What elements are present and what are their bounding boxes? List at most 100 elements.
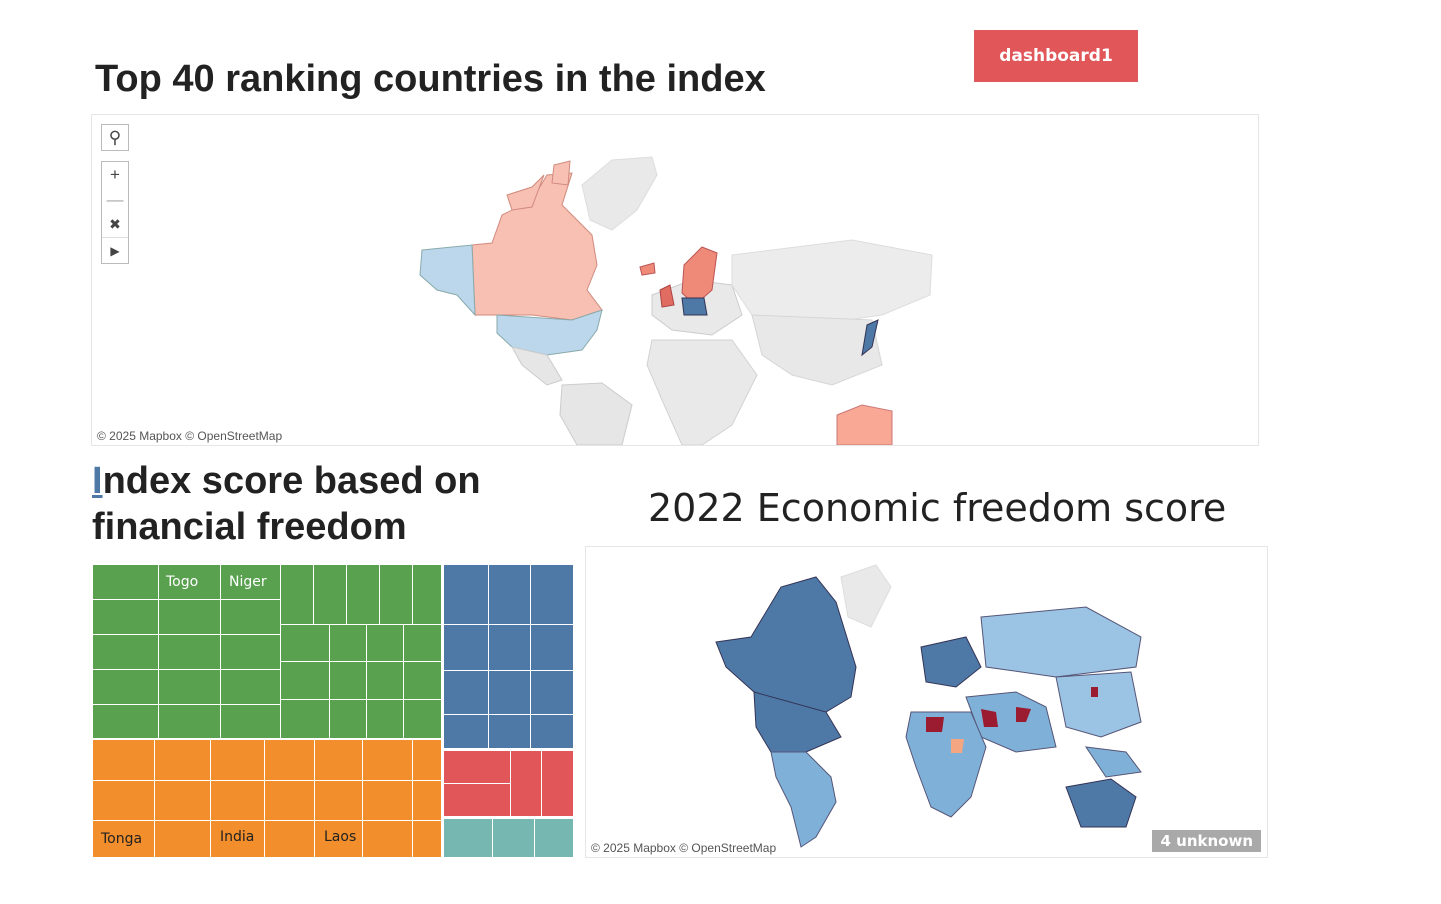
treemap-cell[interactable] xyxy=(363,821,413,858)
world-map-bottom xyxy=(715,564,1142,848)
treemap-cell[interactable] xyxy=(531,715,574,749)
treemap-cell[interactable] xyxy=(221,670,281,705)
treemap-cell[interactable] xyxy=(444,784,511,817)
treemap-cell[interactable] xyxy=(155,821,211,858)
treemap-cell[interactable] xyxy=(404,625,442,662)
treemap-cell[interactable] xyxy=(93,635,159,670)
treemap-cell[interactable] xyxy=(489,625,531,671)
financial-freedom-treemap[interactable]: Togo Niger Tonga India Laos xyxy=(93,565,574,858)
treemap-cell[interactable] xyxy=(265,821,315,858)
nordics-shape xyxy=(681,246,718,306)
treemap-cell[interactable] xyxy=(444,565,489,625)
treemap-cell[interactable] xyxy=(413,781,442,821)
zoom-out-icon[interactable]: — xyxy=(106,189,124,209)
treemap-cell[interactable] xyxy=(159,705,221,739)
treemap-cell[interactable] xyxy=(363,781,413,821)
treemap-cell[interactable] xyxy=(315,821,363,858)
search-icon[interactable]: ⚲ xyxy=(108,127,122,147)
treemap-cell[interactable] xyxy=(281,565,314,625)
unknown-badge[interactable]: 4 unknown xyxy=(1152,830,1261,852)
treemap-cell[interactable] xyxy=(221,565,281,600)
treemap-cell[interactable] xyxy=(489,565,531,625)
economic-freedom-title: 2022 Economic freedom score xyxy=(648,486,1227,530)
treemap-cell[interactable] xyxy=(380,565,413,625)
treemap-cell[interactable] xyxy=(159,670,221,705)
treemap-cell[interactable] xyxy=(531,671,574,715)
treemap-cell[interactable] xyxy=(444,819,493,858)
treemap-cell[interactable] xyxy=(444,625,489,671)
treemap-cell[interactable] xyxy=(265,740,315,781)
treemap-cell[interactable] xyxy=(535,819,574,858)
map-credit-top: © 2025 Mapbox © OpenStreetMap xyxy=(97,429,283,443)
treemap-cell[interactable] xyxy=(367,625,404,662)
treemap-cell[interactable] xyxy=(314,565,347,625)
treemap-cell[interactable] xyxy=(211,821,265,858)
treemap-cell[interactable] xyxy=(93,670,159,705)
map-credit-bottom: © 2025 Mapbox © OpenStreetMap xyxy=(591,841,777,855)
alaska-shape xyxy=(419,244,476,317)
treemap-cell[interactable] xyxy=(413,821,442,858)
pin-clear-icon[interactable]: ✖ xyxy=(109,216,121,232)
africa-shape xyxy=(905,711,987,818)
treemap-cell[interactable] xyxy=(531,625,574,671)
treemap-cell[interactable] xyxy=(93,565,159,600)
treemap-cell[interactable] xyxy=(363,740,413,781)
treemap-cell[interactable] xyxy=(221,635,281,670)
treemap-cell[interactable] xyxy=(367,700,404,739)
zoom-in-icon[interactable]: + xyxy=(110,164,120,184)
treemap-cell[interactable] xyxy=(281,625,330,662)
world-map-top xyxy=(419,156,933,445)
treemap-cell[interactable] xyxy=(93,781,155,821)
treemap-cell[interactable] xyxy=(221,600,281,635)
top-map-title: Top 40 ranking countries in the index xyxy=(95,58,766,100)
treemap-cell[interactable] xyxy=(330,662,367,700)
treemap-cell[interactable] xyxy=(404,662,442,700)
treemap-cell[interactable] xyxy=(159,600,221,635)
treemap-cell[interactable] xyxy=(155,781,211,821)
search-control[interactable]: ⚲ xyxy=(101,124,129,151)
treemap-cell[interactable] xyxy=(531,565,574,625)
treemap-cell[interactable] xyxy=(511,751,542,817)
treemap-cell[interactable] xyxy=(542,751,574,817)
treemap-cell[interactable] xyxy=(444,751,511,784)
north-america-shape xyxy=(715,576,857,718)
treemap-cell[interactable] xyxy=(93,705,159,739)
treemap-cell[interactable] xyxy=(221,705,281,739)
treemap-cell[interactable] xyxy=(155,740,211,781)
treemap-cell[interactable] xyxy=(315,740,363,781)
treemap-cell[interactable] xyxy=(330,625,367,662)
treemap-cell[interactable] xyxy=(404,700,442,739)
treemap-cell[interactable] xyxy=(265,781,315,821)
treemap-cell[interactable] xyxy=(330,700,367,739)
russia-shape xyxy=(980,606,1142,678)
top-40-countries-map[interactable]: ⚲ + — ✖ ▶ © 2025 Mapbox © OpenStreetMap xyxy=(91,114,1259,446)
treemap-cell[interactable] xyxy=(444,671,489,715)
treemap-cell[interactable] xyxy=(413,740,442,781)
treemap-label: Togo xyxy=(166,574,199,590)
treemap-cell[interactable] xyxy=(444,715,489,749)
treemap-cell[interactable] xyxy=(93,740,155,781)
play-icon[interactable]: ▶ xyxy=(102,237,128,263)
treemap-cell[interactable] xyxy=(315,781,363,821)
treemap-cell[interactable] xyxy=(367,662,404,700)
treemap-cell[interactable] xyxy=(211,781,265,821)
treemap-cell[interactable] xyxy=(159,565,221,600)
treemap-cell[interactable] xyxy=(489,671,531,715)
treemap-cell[interactable] xyxy=(93,821,155,858)
treemap-cell[interactable] xyxy=(281,662,330,700)
japan-shape xyxy=(861,319,879,357)
treemap-cell[interactable] xyxy=(493,819,535,858)
treemap-cell[interactable] xyxy=(347,565,380,625)
treemap-cell[interactable] xyxy=(489,715,531,749)
economic-freedom-map[interactable]: © 2025 Mapbox © OpenStreetMap 4 unknown xyxy=(585,546,1268,858)
treemap-cell[interactable] xyxy=(211,740,265,781)
australia-shape-2 xyxy=(1065,778,1137,828)
usa-shape xyxy=(496,309,603,356)
treemap-cell[interactable] xyxy=(93,600,159,635)
treemap-label: Laos xyxy=(324,829,357,845)
treemap-cell[interactable] xyxy=(281,700,330,739)
title-first-letter: I xyxy=(92,460,103,502)
treemap-cell[interactable] xyxy=(159,635,221,670)
treemap-cell[interactable] xyxy=(413,565,442,625)
dashboard1-button[interactable]: dashboard1 xyxy=(974,30,1138,82)
